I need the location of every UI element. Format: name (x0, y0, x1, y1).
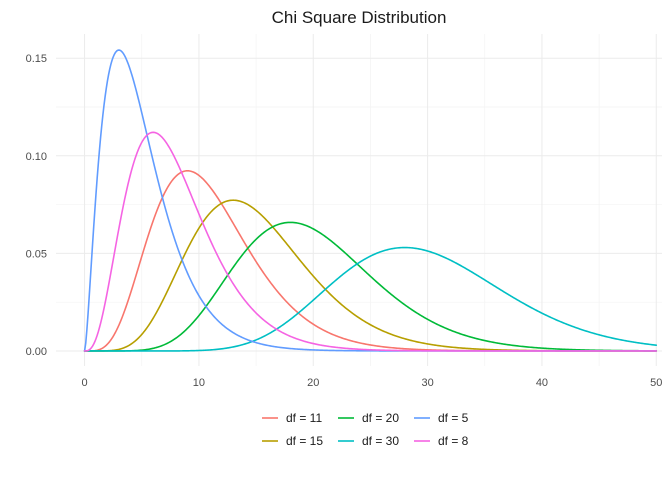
series-line-df-8 (83, 131, 658, 352)
legend-label: df = 20 (362, 411, 399, 425)
series-line-df-30 (83, 246, 658, 352)
legend-item-df-5: df = 5 (414, 411, 469, 425)
legend: df = 11 df = 15 df = 20 df = 30 df = 5 df = 8 (262, 411, 469, 448)
y-tick-label: 0.05 (26, 248, 47, 260)
series-lines (83, 49, 658, 352)
legend-label: df = 8 (438, 434, 469, 448)
legend-item-df-15: df = 15 (262, 434, 323, 448)
legend-label: df = 5 (438, 411, 469, 425)
x-tick-label: 40 (536, 377, 548, 389)
y-tick-label: 0.00 (26, 346, 47, 358)
legend-label: df = 11 (286, 411, 322, 425)
x-tick-label: 0 (82, 377, 88, 389)
y-tick-label: 0.15 (26, 53, 47, 65)
legend-item-df-11: df = 11 (262, 411, 322, 425)
legend-label: df = 30 (362, 434, 399, 448)
grid (56, 34, 662, 366)
legend-label: df = 15 (286, 434, 323, 448)
x-tick-label: 30 (421, 377, 433, 389)
x-tick-label: 20 (307, 377, 319, 389)
legend-item-df-8: df = 8 (414, 434, 469, 448)
axes: 0 10 20 30 40 50 0.00 0.05 0.10 0.15 (26, 53, 663, 389)
y-tick-label: 0.10 (26, 151, 47, 163)
series-line-df-20 (83, 221, 658, 352)
x-tick-label: 50 (650, 377, 662, 389)
x-tick-label: 10 (193, 377, 205, 389)
chart-title: Chi Square Distribution (272, 8, 447, 27)
legend-item-df-30: df = 30 (338, 434, 399, 448)
legend-item-df-20: df = 20 (338, 411, 399, 425)
